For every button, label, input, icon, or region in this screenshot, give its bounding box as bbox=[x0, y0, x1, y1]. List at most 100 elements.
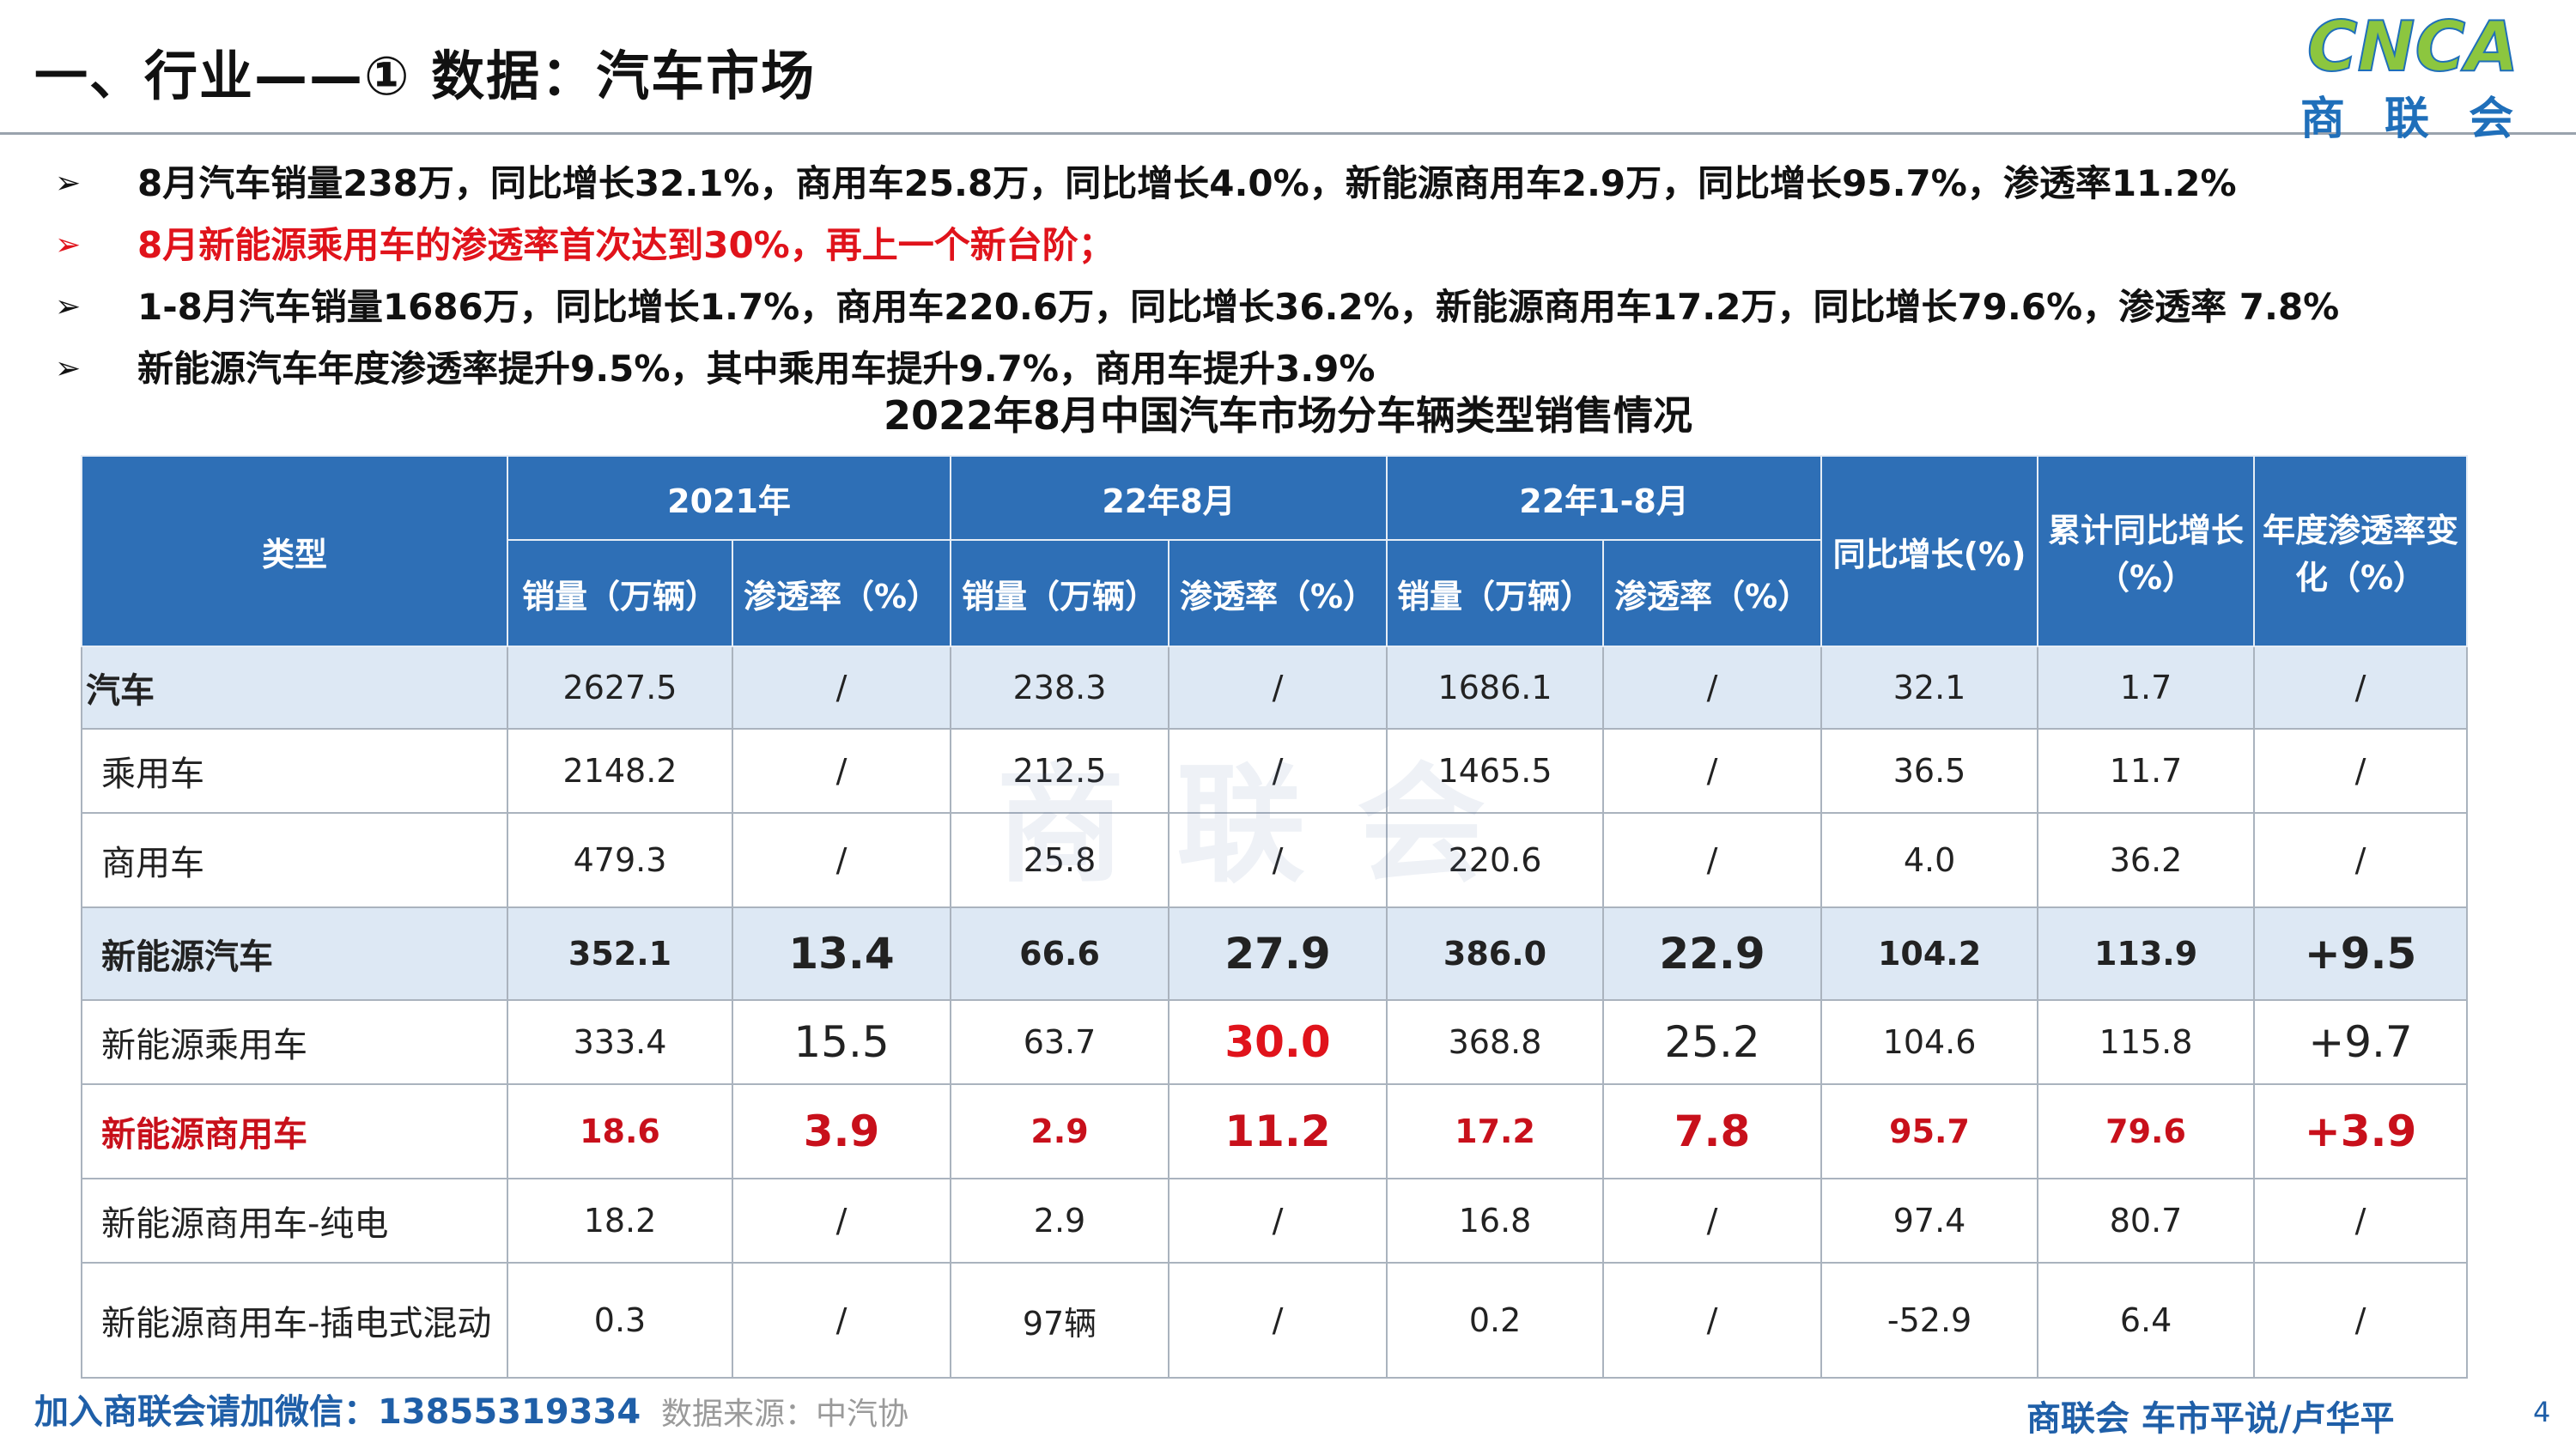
arrow-bullet-icon: ➢ bbox=[55, 289, 82, 324]
bullet-text: 8月汽车销量238万，同比增长32.1%，商用车25.8万，同比增长4.0%，新… bbox=[137, 162, 2237, 204]
table-title: 2022年8月中国汽车市场分车辆类型销售情况 bbox=[883, 392, 1693, 439]
table-row: 商用车 479.3 / 25.8 / 220.6 / 4.0 36.2 / bbox=[81, 812, 2469, 908]
bullet-item: ➢ 8月新能源乘用车的渗透率首次达到30%，再上一个新台阶； bbox=[55, 215, 2545, 276]
bullet-text: 1-8月汽车销量1686万，同比增长1.7%，商用车220.6万，同比增长36.… bbox=[137, 286, 2340, 328]
table-cell: 2627.5 bbox=[507, 646, 733, 730]
table-cell: 95.7 bbox=[1820, 1083, 2039, 1179]
table-cell: 2.9 bbox=[950, 1178, 1170, 1264]
table-cell: 4.0 bbox=[1820, 812, 2039, 908]
row-label: 乘用车 bbox=[81, 728, 508, 814]
table-cell: / bbox=[731, 1262, 952, 1379]
table-cell: 18.2 bbox=[507, 1178, 733, 1264]
table-cell: 220.6 bbox=[1386, 812, 1605, 908]
table-row: 新能源乘用车 333.4 15.5 63.7 30.0 368.8 25.2 1… bbox=[81, 999, 2469, 1085]
table-cell: / bbox=[1168, 1178, 1388, 1264]
row-label: 新能源商用车-插电式混动 bbox=[81, 1262, 508, 1379]
table-cell: 25.2 bbox=[1602, 999, 1823, 1085]
table-cell: 115.8 bbox=[2037, 999, 2256, 1085]
table-cell: / bbox=[1602, 812, 1823, 908]
row-label: 新能源汽车 bbox=[81, 906, 508, 1001]
table-row: 汽车 2627.5 / 238.3 / 1686.1 / 32.1 1.7 / bbox=[81, 646, 2469, 730]
col-header-cum-yoy: 累计同比增长（%） bbox=[2037, 455, 2256, 647]
footer-source: 数据来源：中汽协 bbox=[661, 1397, 909, 1432]
col-group-aug: 22年8月 bbox=[950, 455, 1388, 541]
logo-lettering: CNCA bbox=[2307, 7, 2518, 86]
table-cell: / bbox=[1168, 812, 1388, 908]
cnca-logo-mark: CNCA bbox=[2306, 6, 2519, 86]
row-label: 商用车 bbox=[81, 812, 508, 908]
table-cell: / bbox=[1602, 1178, 1823, 1264]
table-cell: 1686.1 bbox=[1386, 646, 1605, 730]
table-cell: / bbox=[2253, 646, 2469, 730]
table-cell: 15.5 bbox=[731, 999, 952, 1085]
table-cell: 2.9 bbox=[950, 1083, 1170, 1179]
table-cell: 36.2 bbox=[2037, 812, 2256, 908]
col-group-ytd: 22年1-8月 bbox=[1386, 455, 1823, 541]
table-cell: 333.4 bbox=[507, 999, 733, 1085]
table-cell: 11.2 bbox=[1168, 1083, 1388, 1179]
arrow-bullet-icon: ➢ bbox=[55, 351, 82, 386]
table-cell: / bbox=[2253, 1178, 2469, 1264]
table-cell: / bbox=[731, 646, 952, 730]
table-cell: 1.7 bbox=[2037, 646, 2256, 730]
table-cell: / bbox=[1168, 728, 1388, 814]
col-group-2021: 2021年 bbox=[506, 455, 952, 541]
col-header-sales: 销量（万辆） bbox=[950, 539, 1170, 647]
table-cell: 16.8 bbox=[1386, 1178, 1605, 1264]
table-cell: +3.9 bbox=[2253, 1083, 2469, 1179]
title-divider bbox=[0, 132, 2576, 135]
table-cell: / bbox=[731, 728, 952, 814]
table-row: 新能源商用车-纯电 18.2 / 2.9 / 16.8 / 97.4 80.7 … bbox=[81, 1178, 2469, 1264]
col-header-penetration: 渗透率（%） bbox=[1168, 539, 1388, 647]
cnca-logo: CNCA 商 联 会 bbox=[2284, 3, 2542, 145]
table-cell: 1465.5 bbox=[1386, 728, 1605, 814]
bullet-text: 新能源汽车年度渗透率提升9.5%，其中乘用车提升9.7%，商用车提升3.9% bbox=[137, 348, 1376, 390]
table-cell: 11.7 bbox=[2037, 728, 2256, 814]
table-cell: 79.6 bbox=[2037, 1083, 2256, 1179]
table-cell: -52.9 bbox=[1820, 1262, 2039, 1379]
table-row: 新能源商用车 18.6 3.9 2.9 11.2 17.2 7.8 95.7 7… bbox=[81, 1083, 2469, 1179]
footer-author: 商联会 车市平说/卢华平 bbox=[2026, 1399, 2395, 1439]
table-cell: 212.5 bbox=[950, 728, 1170, 814]
table-row: 新能源汽车 352.1 13.4 66.6 27.9 386.0 22.9 10… bbox=[81, 906, 2469, 1001]
sales-table: 类型 2021年 22年8月 22年1-8月 同比增长(%) 累计同比增长（%）… bbox=[81, 455, 2469, 1379]
table-cell: 2148.2 bbox=[507, 728, 733, 814]
table-cell: 0.3 bbox=[507, 1262, 733, 1379]
logo-caption: 商 联 会 bbox=[2300, 94, 2526, 145]
bullet-item: ➢ 新能源汽车年度渗透率提升9.5%，其中乘用车提升9.7%，商用车提升3.9% bbox=[55, 338, 2545, 400]
table-cell: / bbox=[731, 812, 952, 908]
table-cell: / bbox=[1602, 1262, 1823, 1379]
table-cell: +9.7 bbox=[2253, 999, 2469, 1085]
table-cell: 104.6 bbox=[1820, 999, 2039, 1085]
table-cell: 238.3 bbox=[950, 646, 1170, 730]
summary-bullets: ➢ 8月汽车销量238万，同比增长32.1%，商用车25.8万，同比增长4.0%… bbox=[55, 153, 2545, 400]
table-row: 乘用车 2148.2 / 212.5 / 1465.5 / 36.5 11.7 … bbox=[81, 728, 2469, 814]
col-header-pen-change: 年度渗透率变化（%） bbox=[2253, 455, 2469, 647]
col-header-type: 类型 bbox=[81, 455, 508, 647]
table-cell: 7.8 bbox=[1602, 1083, 1823, 1179]
row-label: 新能源商用车 bbox=[81, 1083, 508, 1179]
table-cell: 3.9 bbox=[731, 1083, 952, 1179]
table-cell: 352.1 bbox=[507, 906, 733, 1001]
row-label: 新能源乘用车 bbox=[81, 999, 508, 1085]
col-header-sales: 销量（万辆） bbox=[507, 539, 733, 647]
row-label: 新能源商用车-纯电 bbox=[81, 1178, 508, 1264]
table-cell: 27.9 bbox=[1168, 906, 1388, 1001]
table-cell: 13.4 bbox=[731, 906, 952, 1001]
bullet-item: ➢ 1-8月汽车销量1686万，同比增长1.7%，商用车220.6万，同比增长3… bbox=[55, 276, 2545, 338]
table-cell: 22.9 bbox=[1602, 906, 1823, 1001]
table-cell: 386.0 bbox=[1386, 906, 1605, 1001]
table-cell: 30.0 bbox=[1168, 999, 1388, 1085]
table-cell: 66.6 bbox=[950, 906, 1170, 1001]
table-cell: / bbox=[2253, 728, 2469, 814]
table-cell: 368.8 bbox=[1386, 999, 1605, 1085]
table-cell: +9.5 bbox=[2253, 906, 2469, 1001]
col-header-penetration: 渗透率（%） bbox=[1602, 539, 1823, 647]
table-cell: 113.9 bbox=[2037, 906, 2256, 1001]
bullet-text: 8月新能源乘用车的渗透率首次达到30%，再上一个新台阶； bbox=[137, 224, 1115, 266]
table-cell: / bbox=[1602, 646, 1823, 730]
table-cell: 17.2 bbox=[1386, 1083, 1605, 1179]
arrow-bullet-icon: ➢ bbox=[55, 227, 82, 263]
slide-title: 一、行业——① 数据：汽车市场 bbox=[34, 45, 817, 107]
col-header-sales: 销量（万辆） bbox=[1386, 539, 1605, 647]
